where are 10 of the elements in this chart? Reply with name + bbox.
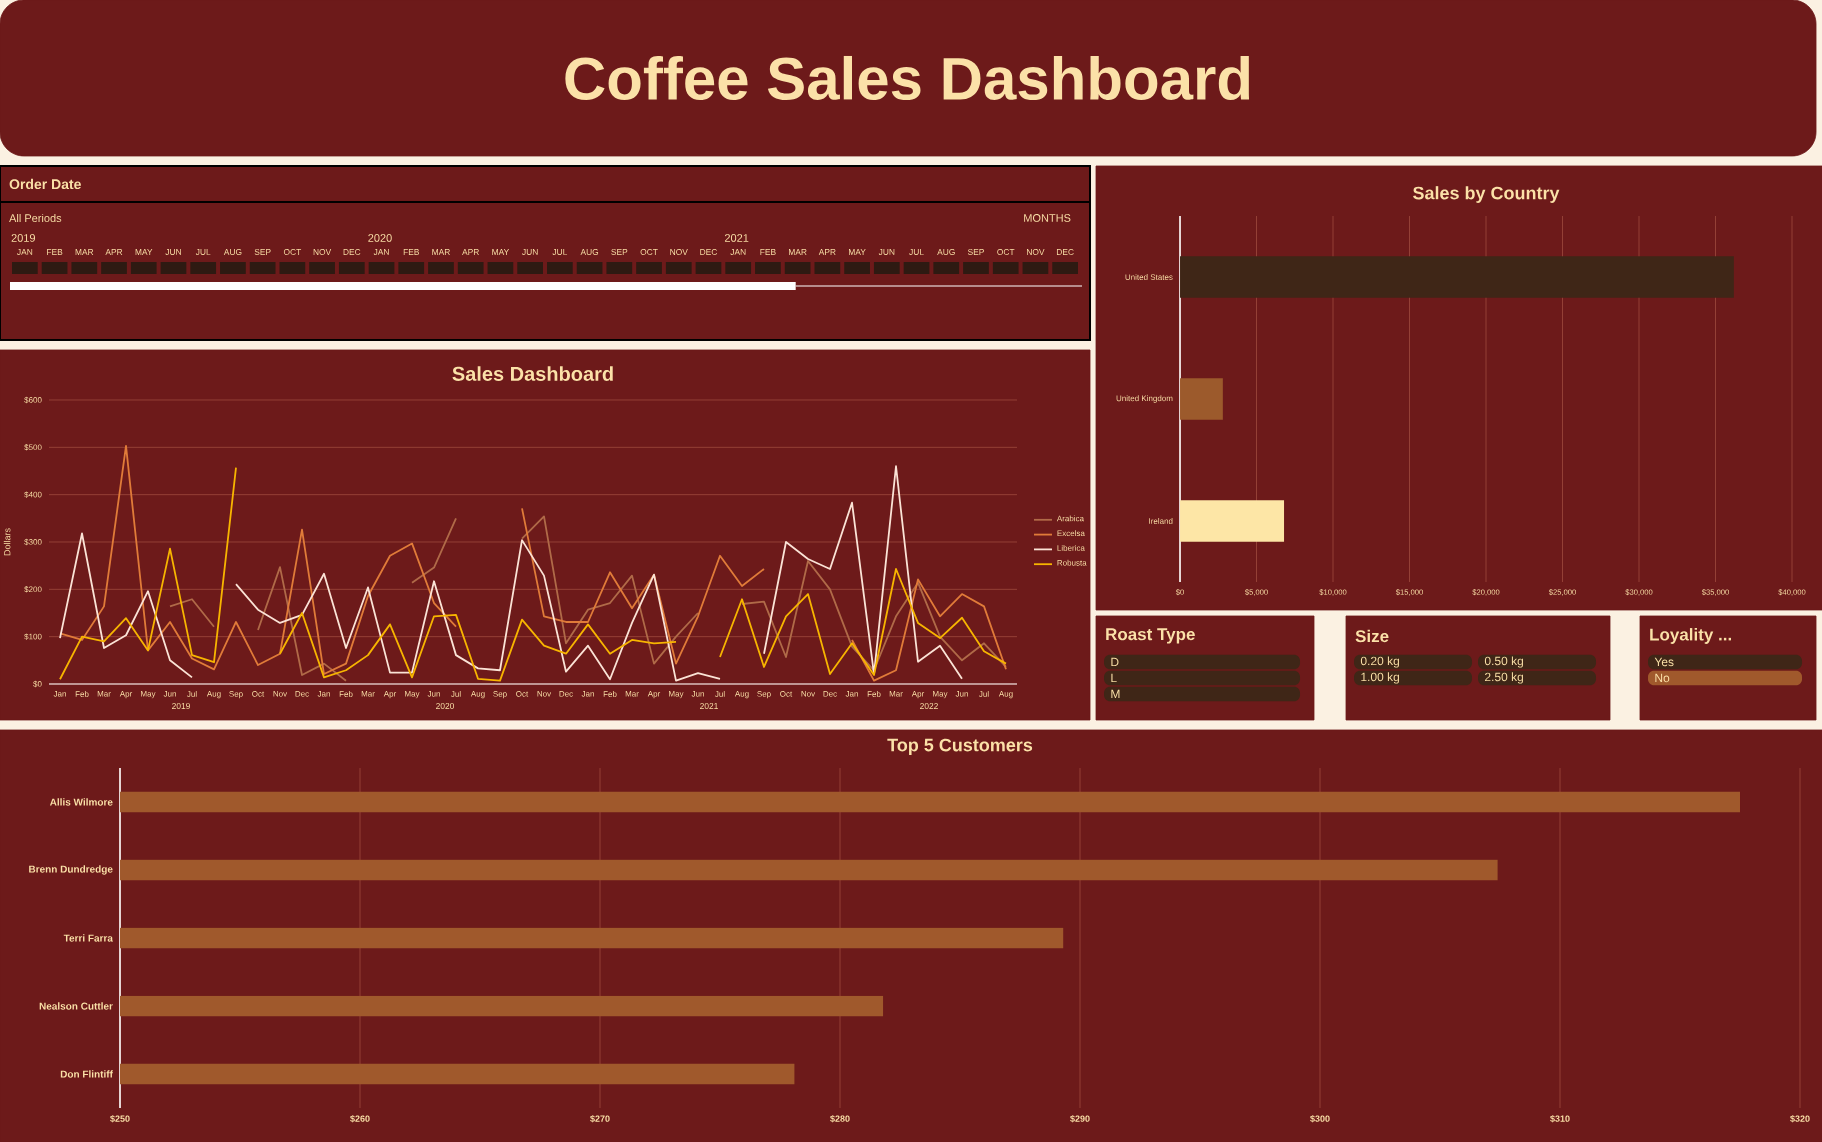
text: Size bbox=[1355, 629, 1389, 643]
chart-title: Sales by Country bbox=[1413, 186, 1560, 203]
bar bbox=[1180, 378, 1223, 420]
bar bbox=[1180, 256, 1734, 298]
text: Loyality ... bbox=[1650, 628, 1732, 644]
chart-title: Sales Dashboard bbox=[452, 366, 613, 381]
chart-title: Top 5 Customers bbox=[887, 738, 1033, 755]
text: Roast Type bbox=[1106, 628, 1195, 644]
text: Coffee Sales Dashboard bbox=[565, 55, 1250, 101]
bar bbox=[1180, 500, 1285, 542]
